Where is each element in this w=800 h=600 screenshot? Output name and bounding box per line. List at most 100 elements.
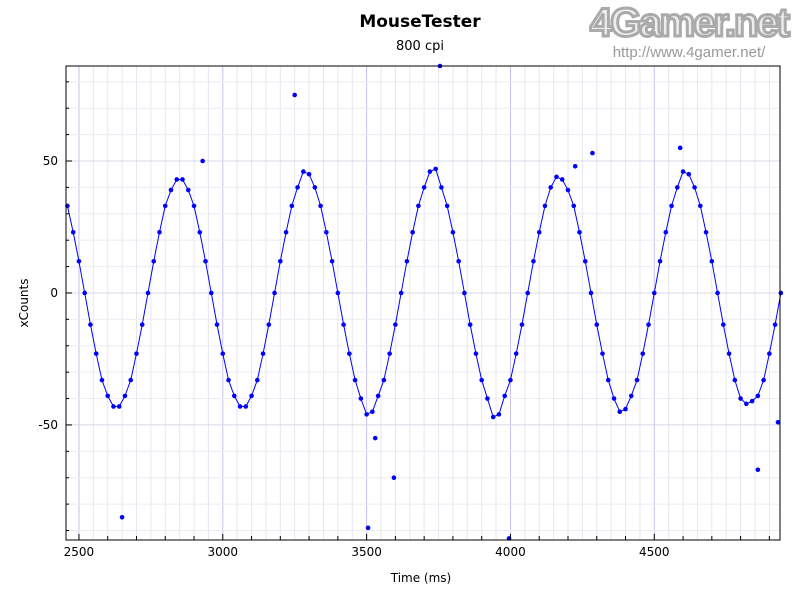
data-point [243, 404, 249, 409]
data-point [289, 203, 295, 209]
data-point [410, 229, 415, 235]
data-point [122, 393, 128, 399]
data-point [496, 412, 502, 417]
data-point [600, 351, 605, 356]
data-point [174, 177, 180, 182]
data-point [692, 185, 697, 190]
data-point [721, 322, 726, 327]
outlier-point [292, 92, 297, 98]
data-point [479, 377, 484, 383]
data-point [70, 229, 76, 235]
data-point [226, 377, 231, 383]
data-point [352, 377, 358, 383]
data-point [554, 174, 559, 180]
data-point [370, 409, 375, 415]
x-axis-label: Time (ms) [390, 571, 452, 585]
data-point [427, 169, 433, 174]
data-point [571, 203, 577, 209]
plot-frame [65, 65, 781, 541]
data-point [611, 396, 617, 401]
outlier-point [365, 525, 371, 531]
data-point [485, 396, 490, 401]
data-point [214, 322, 220, 327]
data-point [416, 203, 421, 209]
data-point [726, 351, 732, 356]
x-tick-label: 4500 [639, 545, 670, 559]
plot-marks [65, 63, 784, 541]
y-tick-label: 50 [43, 154, 58, 168]
data-point [220, 351, 226, 356]
data-point [577, 229, 582, 235]
data-point [93, 351, 99, 356]
outlier-point [391, 475, 397, 481]
data-point [628, 393, 634, 399]
data-point [260, 351, 266, 356]
axis-ticks: 2500 3000 3500 4000 4500 50 0 -50 [38, 81, 770, 559]
data-point [324, 229, 329, 235]
data-point [393, 322, 398, 327]
data-point [329, 259, 335, 264]
data-point [105, 393, 111, 399]
watermark-url: http://www.4gamer.net/ [612, 44, 766, 61]
data-point [542, 203, 548, 209]
data-point [444, 203, 450, 209]
data-point [162, 203, 168, 209]
data-point [312, 185, 318, 190]
data-point [249, 393, 254, 399]
data-point [559, 177, 565, 182]
data-point [375, 393, 381, 399]
y-axis-label: xCounts [17, 279, 31, 328]
data-point [663, 229, 669, 235]
x-tick-label: 3500 [351, 545, 382, 559]
data-point [536, 229, 542, 235]
data-point [157, 229, 162, 235]
data-point [151, 259, 157, 264]
data-point [255, 377, 260, 383]
data-point [341, 322, 346, 327]
data-point [646, 322, 651, 327]
data-point [755, 393, 761, 399]
data-point [301, 169, 306, 174]
data-point [128, 377, 134, 383]
data-point [99, 377, 105, 383]
data-point [715, 290, 720, 296]
outlier-point [775, 419, 781, 425]
data-point [778, 290, 784, 296]
grid [66, 66, 780, 540]
data-point [675, 185, 680, 190]
data-point [381, 377, 387, 383]
data-point [208, 290, 214, 296]
data-point [594, 322, 600, 327]
x-tick-label: 4000 [495, 545, 526, 559]
outlier-point [755, 467, 761, 473]
outlier-point [590, 150, 595, 156]
outlier-point [677, 145, 683, 151]
data-point [732, 377, 738, 383]
data-point [761, 377, 766, 383]
watermark: 4Gamer.net http://www.4gamer.net/ [578, 1, 800, 62]
data-point [623, 406, 628, 412]
y-tick-label: -50 [38, 418, 58, 432]
chart-title: MouseTester [359, 12, 481, 32]
data-point [640, 351, 646, 356]
data-point [318, 203, 323, 209]
data-point [703, 229, 709, 235]
data-point [134, 351, 139, 356]
outlier-point [200, 158, 205, 164]
data-point [278, 259, 283, 264]
data-point [439, 185, 444, 190]
x-tick-label: 3000 [208, 545, 239, 559]
data-point [473, 351, 479, 356]
data-point [680, 169, 686, 174]
data-point [749, 398, 755, 404]
data-point [686, 171, 692, 177]
chart-subtitle: 800 cpi [396, 39, 444, 54]
data-point [605, 377, 611, 383]
data-point [588, 290, 594, 296]
data-point [467, 322, 473, 327]
data-point [772, 322, 778, 327]
data-point [145, 290, 151, 296]
data-point [203, 259, 208, 264]
data-point [548, 185, 554, 190]
